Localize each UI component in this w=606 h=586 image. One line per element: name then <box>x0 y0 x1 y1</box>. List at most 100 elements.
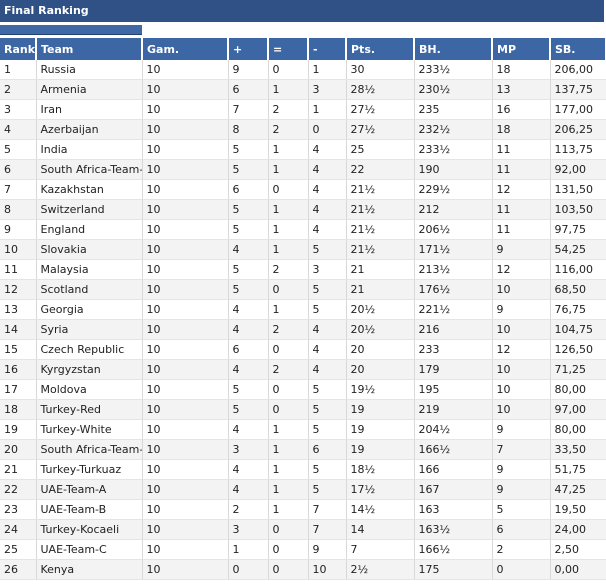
table-cell: 10 <box>142 539 229 560</box>
table-cell: 25 <box>0 539 37 560</box>
table-cell: 71,25 <box>550 359 606 380</box>
table-cell: 18 <box>492 60 551 80</box>
table-cell: 10 <box>142 60 229 80</box>
column-header: Team <box>36 38 143 60</box>
table-cell: 233 <box>414 339 493 360</box>
table-cell: 76,75 <box>550 299 606 320</box>
table-cell: 1 <box>268 239 309 260</box>
table-cell: Russia <box>36 60 143 80</box>
table-cell: 126,50 <box>550 339 606 360</box>
table-cell: 97,00 <box>550 399 606 420</box>
table-cell: 92,00 <box>550 159 606 180</box>
table-cell: 80,00 <box>550 419 606 440</box>
table-cell: 51,75 <box>550 459 606 480</box>
table-cell: 7 <box>228 99 269 120</box>
table-cell: 21½ <box>346 239 415 260</box>
table-cell: 206,25 <box>550 119 606 140</box>
table-cell: 5 <box>308 239 347 260</box>
table-row: 12 Scotland 10 5 0 5 21 176½ 10 68,50 <box>0 279 606 300</box>
table-cell: 221½ <box>414 299 493 320</box>
table-cell: 0 <box>492 559 551 580</box>
table-cell: 176½ <box>414 279 493 300</box>
table-cell: 2 <box>268 259 309 280</box>
table-cell: 10 <box>492 379 551 400</box>
table-cell: 10 <box>142 499 229 520</box>
table-cell: 20½ <box>346 319 415 340</box>
table-cell: 18½ <box>346 459 415 480</box>
table-row: 25 UAE-Team-C 10 1 0 9 7 166½ 2 2,50 <box>0 539 606 560</box>
table-row: 23 UAE-Team-B 10 2 1 7 14½ 163 5 19,50 <box>0 499 606 520</box>
table-cell: 7 <box>346 539 415 560</box>
table-cell: 11 <box>492 199 551 220</box>
table-cell: 10 <box>492 279 551 300</box>
table-cell: Czech Republic <box>36 339 143 360</box>
table-cell: 9 <box>228 60 269 80</box>
table-cell: 0 <box>268 339 309 360</box>
table-cell: 206,00 <box>550 60 606 80</box>
table-cell: 4 <box>308 359 347 380</box>
table-cell: 5 <box>308 419 347 440</box>
table-cell: 20 <box>0 439 37 460</box>
table-cell: 30 <box>346 60 415 80</box>
table-cell: 4 <box>228 319 269 340</box>
table-cell: 6 <box>228 179 269 200</box>
table-cell: 5 <box>228 159 269 180</box>
table-cell: 1 <box>268 419 309 440</box>
table-row: 16 Kyrgyzstan 10 4 2 4 20 179 10 71,25 <box>0 359 606 380</box>
table-cell: 4 <box>308 179 347 200</box>
table-cell: 11 <box>492 139 551 160</box>
table-cell: 10 <box>142 519 229 540</box>
table-cell: Iran <box>36 99 143 120</box>
table-cell: 5 <box>492 499 551 520</box>
table-cell: 9 <box>492 299 551 320</box>
table-cell: 4 <box>228 239 269 260</box>
table-cell: 80,00 <box>550 379 606 400</box>
table-cell: 2 <box>228 499 269 520</box>
table-cell: 3 <box>308 259 347 280</box>
table-cell: 230½ <box>414 79 493 100</box>
table-cell: 9 <box>492 479 551 500</box>
table-cell: 219 <box>414 399 493 420</box>
tab-strip <box>0 25 142 35</box>
table-cell: 10 <box>142 439 229 460</box>
table-row: 6 South Africa-Team-A 10 5 1 4 22 190 11 92,00 <box>0 159 606 180</box>
table-cell: 1 <box>268 299 309 320</box>
table-cell: 23 <box>0 499 37 520</box>
table-cell: 5 <box>308 399 347 420</box>
table-cell: 104,75 <box>550 319 606 340</box>
table-row: 4 Azerbaijan 10 8 2 0 27½ 232½ 18 206,25 <box>0 119 606 140</box>
column-header: Gam. <box>142 38 229 60</box>
table-cell: Turkey-White <box>36 419 143 440</box>
table-cell: 14 <box>346 519 415 540</box>
table-body: 1 Russia 10 9 0 1 30 233½ 18 206,00 2 Armenia 10 6 1 3 2… <box>0 60 606 580</box>
table-cell: 1 <box>268 199 309 220</box>
column-header: MP <box>492 38 551 60</box>
table-cell: 9 <box>492 419 551 440</box>
table-row: 1 Russia 10 9 0 1 30 233½ 18 206,00 <box>0 60 606 80</box>
table-cell: 4 <box>308 199 347 220</box>
table-cell: 3 <box>228 439 269 460</box>
table-cell: Turkey-Turkuaz <box>36 459 143 480</box>
table-cell: 7 <box>492 439 551 460</box>
ranking-table: Rank Team Gam. + = - Pts. BH. MP SB. 1 Russia 10 9 0 1… <box>0 38 606 580</box>
table-cell: 1 <box>268 139 309 160</box>
table-cell: 5 <box>228 219 269 240</box>
table-cell: 6 <box>228 339 269 360</box>
table-cell: 1 <box>268 499 309 520</box>
table-row: 22 UAE-Team-A 10 4 1 5 17½ 167 9 47,25 <box>0 479 606 500</box>
table-cell: Malaysia <box>36 259 143 280</box>
table-cell: 1 <box>228 539 269 560</box>
table-cell: 10 <box>142 559 229 580</box>
table-cell: 10 <box>492 359 551 380</box>
table-cell: 18 <box>0 399 37 420</box>
table-row: 21 Turkey-Turkuaz 10 4 1 5 18½ 166 9 51,75 <box>0 459 606 480</box>
table-cell: 177,00 <box>550 99 606 120</box>
table-cell: 9 <box>492 239 551 260</box>
table-cell: 0 <box>268 379 309 400</box>
table-cell: 9 <box>0 219 37 240</box>
table-cell: 5 <box>308 479 347 500</box>
table-cell: 137,75 <box>550 79 606 100</box>
table-row: 11 Malaysia 10 5 2 3 21 213½ 12 116,00 <box>0 259 606 280</box>
table-cell: Kenya <box>36 559 143 580</box>
table-cell: 5 <box>0 139 37 160</box>
